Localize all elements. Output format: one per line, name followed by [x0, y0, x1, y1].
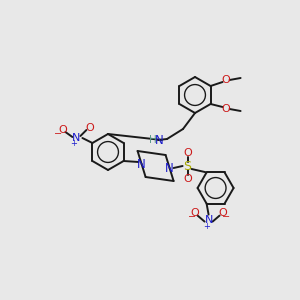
Text: N: N: [72, 133, 81, 143]
Text: O: O: [218, 208, 227, 218]
Text: N: N: [137, 158, 146, 170]
Text: N: N: [165, 161, 174, 175]
Text: −: −: [188, 212, 196, 222]
Text: N: N: [154, 134, 164, 148]
Text: O: O: [221, 104, 230, 114]
Text: +: +: [70, 140, 77, 148]
Text: O: O: [190, 208, 199, 218]
Text: O: O: [221, 75, 230, 85]
Text: S: S: [184, 160, 192, 172]
Text: +: +: [203, 222, 210, 231]
Text: −: −: [54, 129, 62, 139]
Text: −: −: [221, 212, 230, 222]
Text: N: N: [204, 214, 213, 225]
Text: O: O: [58, 125, 67, 135]
Text: O: O: [85, 123, 94, 133]
Text: H: H: [149, 135, 157, 145]
Text: O: O: [183, 148, 192, 158]
Text: O: O: [183, 174, 192, 184]
